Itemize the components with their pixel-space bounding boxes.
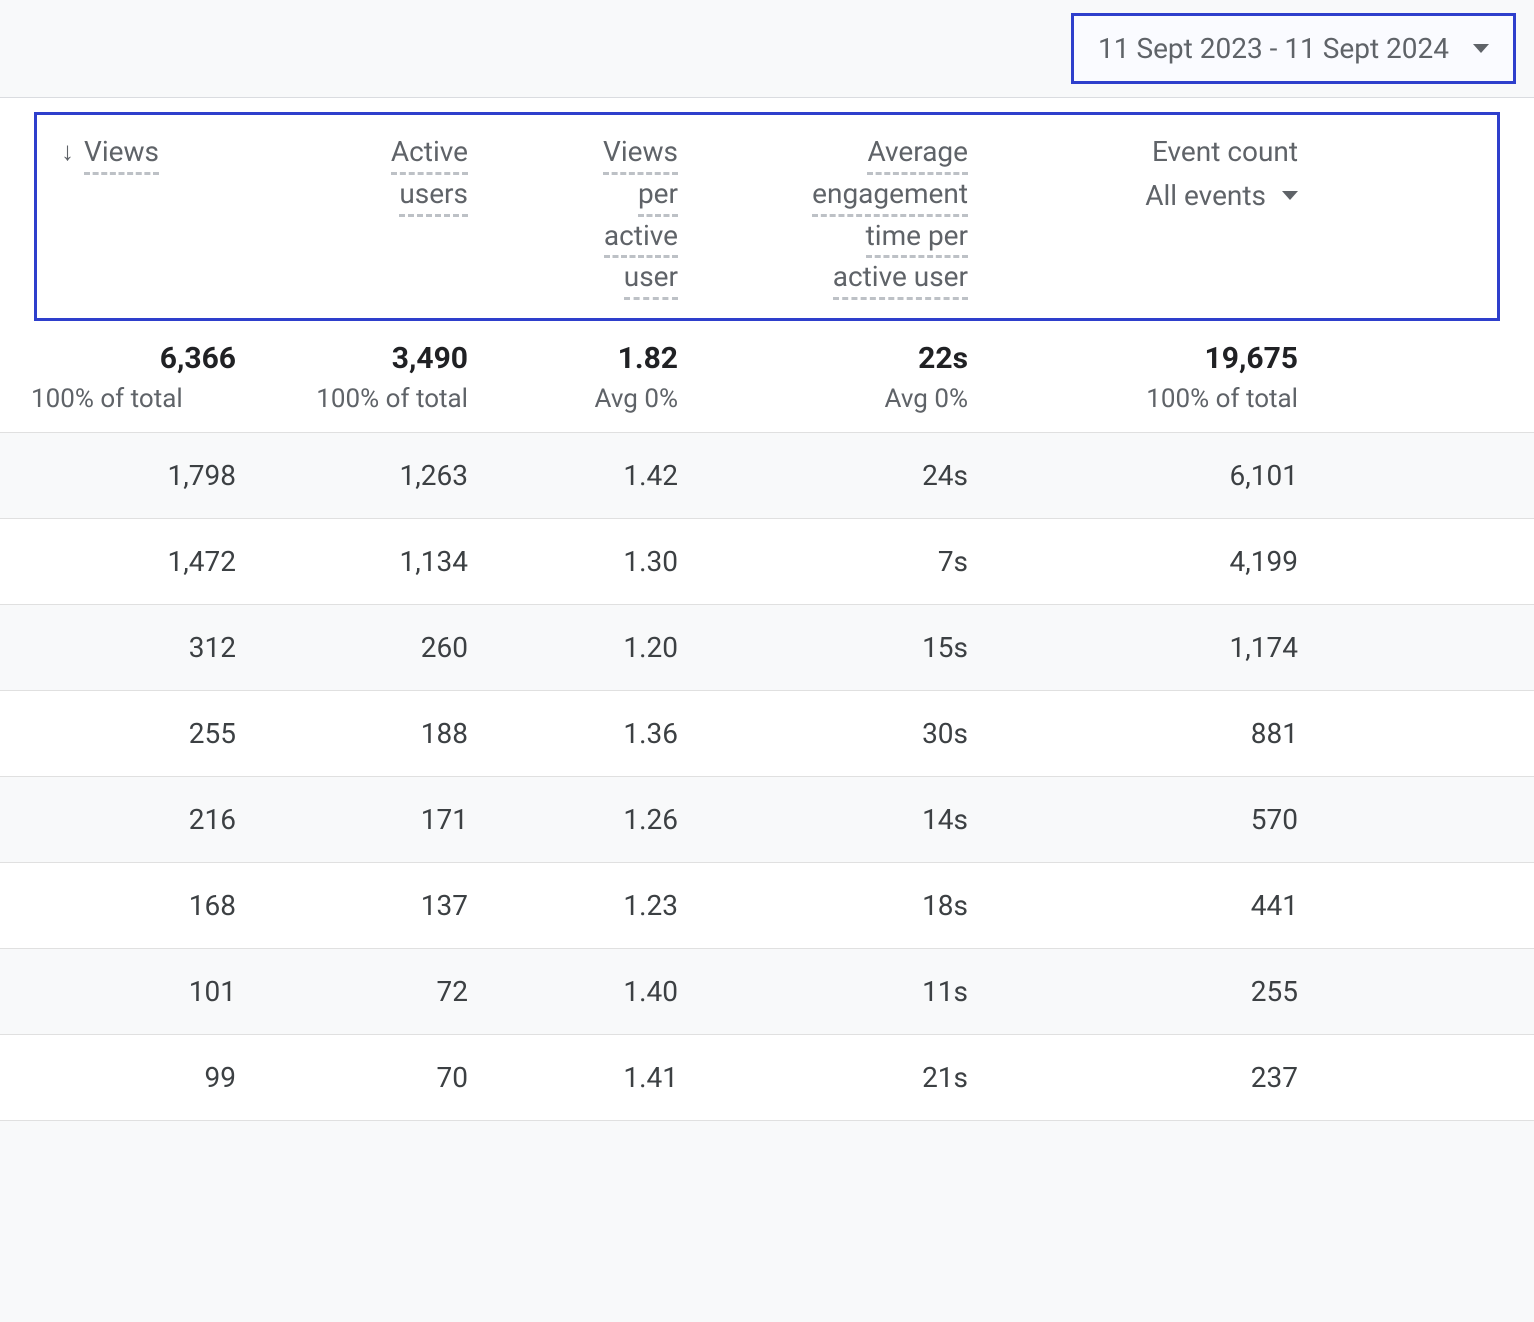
totals-sub: 100% of total <box>968 384 1298 414</box>
table-row[interactable]: 101721.4011s255 <box>0 949 1534 1035</box>
column-header-views-per-active-user[interactable]: Views per active user <box>468 133 678 300</box>
column-header-event-count[interactable]: Event count All events <box>968 133 1298 300</box>
table-row[interactable]: 2551881.3630s881 <box>0 691 1534 777</box>
date-range-label: 11 Sept 2023 - 11 Sept 2024 <box>1098 32 1449 65</box>
table-cell: 101 <box>61 975 236 1008</box>
table-cell: 14s <box>678 803 968 836</box>
table-cell: 1,134 <box>236 545 468 578</box>
table-cell: 441 <box>968 889 1298 922</box>
column-header-active-users[interactable]: Active users <box>236 133 468 300</box>
table-cell: 72 <box>236 975 468 1008</box>
table-cell: 1.41 <box>468 1061 678 1094</box>
table-row[interactable]: 2161711.2614s570 <box>0 777 1534 863</box>
table-row[interactable]: 99701.4121s237 <box>0 1035 1534 1121</box>
table-row[interactable]: 1,4721,1341.307s4,199 <box>0 519 1534 605</box>
totals-avg-engagement: 22s Avg 0% <box>678 341 968 414</box>
totals-sub: 100% of total <box>236 384 468 414</box>
table-row[interactable]: 3122601.2015s1,174 <box>0 605 1534 691</box>
table-cell: 1.40 <box>468 975 678 1008</box>
table-cell: 30s <box>678 717 968 750</box>
table-cell: 570 <box>968 803 1298 836</box>
top-bar: 11 Sept 2023 - 11 Sept 2024 <box>0 0 1534 98</box>
totals-value: 6,366 <box>61 341 236 376</box>
table-cell: 70 <box>236 1061 468 1094</box>
table-cell: 1,472 <box>61 545 236 578</box>
table-cell: 137 <box>236 889 468 922</box>
table-cell: 168 <box>61 889 236 922</box>
table-cell: 171 <box>236 803 468 836</box>
column-header-avg-engagement[interactable]: Average engagement time per active user <box>678 133 968 300</box>
table-cell: 21s <box>678 1061 968 1094</box>
totals-sub: 100% of total <box>31 384 236 414</box>
table-cell: 216 <box>61 803 236 836</box>
totals-event-count: 19,675 100% of total <box>968 341 1298 414</box>
totals-value: 19,675 <box>968 341 1298 376</box>
table-cell: 881 <box>968 717 1298 750</box>
column-header-label: Views <box>84 133 159 175</box>
table-cell: 1.26 <box>468 803 678 836</box>
table-row[interactable]: 1681371.2318s441 <box>0 863 1534 949</box>
table-cell: 11s <box>678 975 968 1008</box>
table-cell: 1.42 <box>468 459 678 492</box>
totals-views-per-active-user: 1.82 Avg 0% <box>468 341 678 414</box>
table-header-row: ↓ Views Active users Views per active us… <box>34 112 1500 321</box>
table-cell: 1,174 <box>968 631 1298 664</box>
table-cell: 1,263 <box>236 459 468 492</box>
sort-descending-icon: ↓ <box>61 133 74 170</box>
column-header-views[interactable]: ↓ Views <box>61 133 236 300</box>
table-cell: 1,798 <box>61 459 236 492</box>
table-cell: 260 <box>236 631 468 664</box>
table-row[interactable]: 1,7981,2631.4224s6,101 <box>0 433 1534 519</box>
table-cell: 255 <box>61 717 236 750</box>
table-cell: 312 <box>61 631 236 664</box>
totals-sub: Avg 0% <box>468 384 678 414</box>
table-cell: 24s <box>678 459 968 492</box>
caret-down-icon <box>1473 44 1489 53</box>
table-cell: 237 <box>968 1061 1298 1094</box>
table-cell: 255 <box>968 975 1298 1008</box>
table-cell: 1.30 <box>468 545 678 578</box>
table-totals-row: 6,366 100% of total 3,490 100% of total … <box>0 329 1534 433</box>
event-count-dropdown-label: All events <box>1145 177 1266 215</box>
totals-value: 22s <box>678 341 968 376</box>
table-cell: 99 <box>61 1061 236 1094</box>
totals-active-users: 3,490 100% of total <box>236 341 468 414</box>
table-cell: 1.23 <box>468 889 678 922</box>
table-cell: 1.36 <box>468 717 678 750</box>
table-cell: 6,101 <box>968 459 1298 492</box>
table-cell: 1.20 <box>468 631 678 664</box>
table-cell: 15s <box>678 631 968 664</box>
table-container: ↓ Views Active users Views per active us… <box>0 98 1534 1121</box>
totals-value: 1.82 <box>468 341 678 376</box>
table-cell: 18s <box>678 889 968 922</box>
totals-views: 6,366 100% of total <box>61 341 236 414</box>
table-cell: 7s <box>678 545 968 578</box>
date-range-picker[interactable]: 11 Sept 2023 - 11 Sept 2024 <box>1071 13 1516 84</box>
totals-value: 3,490 <box>236 341 468 376</box>
event-count-dropdown[interactable]: All events <box>968 177 1298 215</box>
caret-down-icon <box>1282 191 1298 200</box>
totals-sub: Avg 0% <box>678 384 968 414</box>
table-cell: 4,199 <box>968 545 1298 578</box>
table-cell: 188 <box>236 717 468 750</box>
